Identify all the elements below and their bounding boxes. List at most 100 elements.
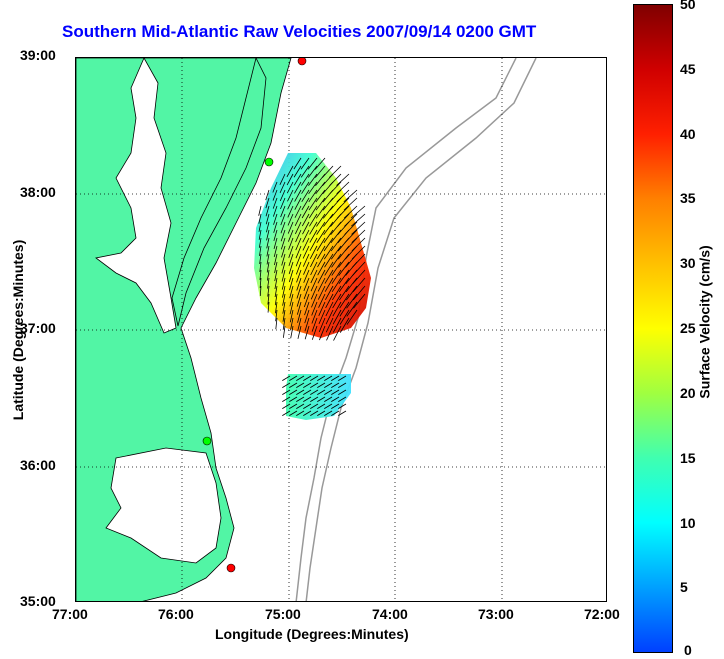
velocity-arrow [297,325,302,339]
velocity-arrow [304,301,310,316]
velocity-arrow [324,253,334,268]
velocity-arrow [259,269,262,280]
velocity-arrow [267,301,270,313]
velocity-arrow [331,277,342,293]
velocity-arrow [331,389,340,395]
velocity-arrow [282,403,291,409]
velocity-arrow [303,403,312,409]
velocity-arrow [339,293,350,309]
velocity-arrow [317,253,326,268]
velocity-arrow [301,213,310,227]
velocity-arrow [304,325,310,340]
velocity-arrow [338,269,350,284]
velocity-arrow [333,325,342,341]
velocity-arrow [258,221,262,232]
velocity-arrow [280,221,286,234]
velocity-arrow [279,173,286,185]
velocity-arrow [281,261,286,274]
velocity-arrow [282,285,286,298]
velocity-arrow [267,293,270,305]
colorbar-tick: 20 [680,385,696,401]
velocity-arrow [308,181,318,195]
velocity-arrow [290,317,294,331]
velocity-arrow [316,213,326,227]
velocity-arrow [289,389,298,395]
velocity-arrow [317,269,326,284]
velocity-arrow [338,261,350,276]
colorbar-label: Surface Velocity (cm/s) [696,245,713,399]
velocity-arrow [295,229,302,243]
velocity-arrow [345,285,358,301]
velocity-arrow [301,197,310,211]
velocity-arrow [275,301,278,314]
velocity-arrow [323,237,334,252]
velocity-arrow [311,293,318,308]
velocity-arrow [339,317,350,333]
velocity-arrow [303,410,312,416]
velocity-arrow [287,197,294,210]
velocity-arrow [303,277,310,292]
velocity-arrow [266,245,270,257]
velocity-arrow [265,213,270,225]
velocity-arrow [345,269,358,284]
velocity-arrow [317,382,326,388]
velocity-arrow [315,173,326,186]
velocity-arrow [310,261,318,276]
velocity-arrow [265,197,270,209]
map-title: Southern Mid-Atlantic Raw Velocities 200… [62,22,537,41]
velocity-arrow [273,213,278,225]
velocity-arrow [296,293,302,307]
velocity-arrow [322,197,334,211]
velocity-arrow [280,205,286,218]
velocity-arrow [296,382,305,388]
grid-lines [76,58,606,601]
velocity-arrow [324,277,334,292]
velocity-arrow [317,261,326,276]
velocity-arrow [295,237,302,251]
velocity-arrow [266,229,270,241]
radar-station-marker [226,563,236,573]
velocity-arrow [331,396,340,402]
velocity-arrow [345,261,358,276]
velocity-arrow [280,229,286,242]
velocity-arrow [274,277,278,290]
velocity-arrow [258,237,262,248]
velocity-arrow [288,269,294,283]
velocity-arrow [289,382,298,388]
velocity-arrow [296,389,305,395]
velocity-arrow [310,410,319,416]
velocity-arrow [272,205,278,217]
velocity-arrow [282,410,291,416]
velocity-arrow [282,317,286,330]
velocity-arrow [325,293,334,309]
velocity-arrow [302,229,310,243]
velocity-arrow [304,317,310,332]
eastern-shore [171,58,267,327]
colorbar-tick: 40 [680,126,696,142]
velocity-arrow [259,285,262,297]
velocity-arrow [352,277,366,293]
velocity-arrow [282,396,291,402]
map-plot-area[interactable] [75,57,607,602]
velocity-arrow [309,229,318,243]
velocity-arrow [317,403,326,409]
velocity-arrow [324,375,333,381]
velocity-arrow [266,253,270,265]
velocity-arrow [281,253,286,266]
velocity-arrow [258,205,262,216]
velocity-arrow [288,245,294,258]
velocity-arrow [322,173,334,187]
velocity-arrow [339,301,350,317]
velocity-arrow [303,375,312,381]
velocity-arrow [275,309,278,322]
velocity-arrow [296,285,302,299]
velocity-arrow [296,403,305,409]
velocity-arrow [289,277,294,291]
velocity-arrow [338,277,350,293]
velocity-arrow [286,173,294,186]
velocity-arrow [295,221,302,235]
velocity-arrow [325,317,334,333]
bathymetry-contour-2 [305,58,537,601]
velocity-arrow [336,173,350,186]
velocity-arrow [303,293,310,308]
